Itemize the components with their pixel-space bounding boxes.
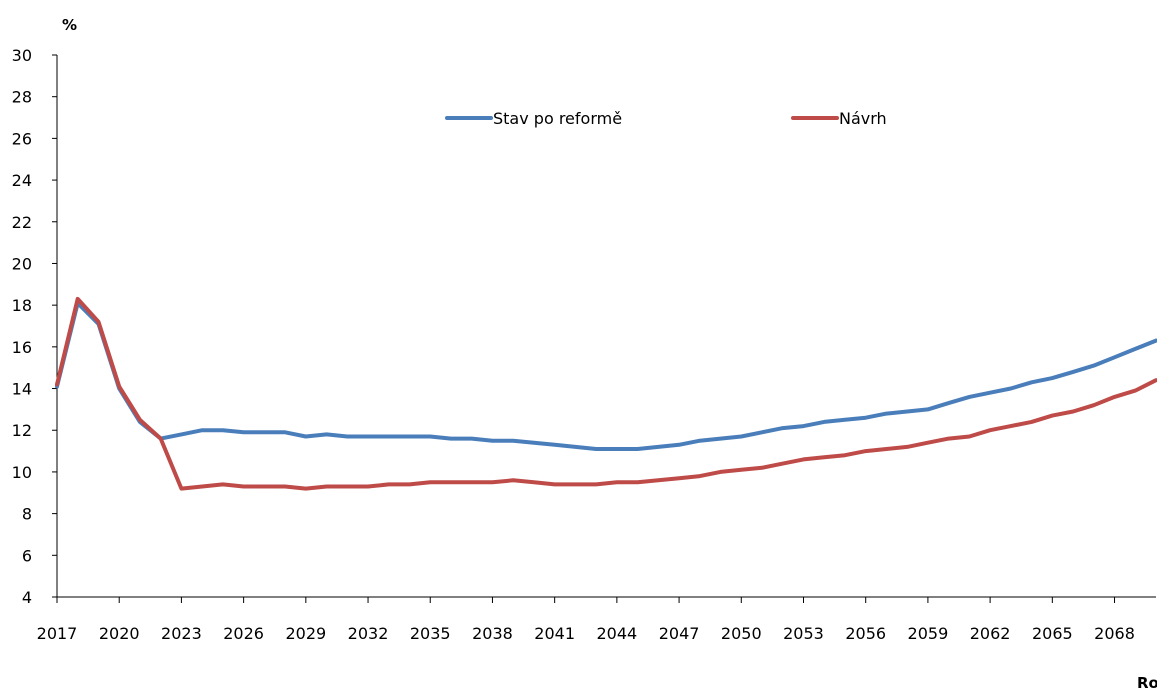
x-tick-label: 2044 [597,624,638,643]
y-tick-label: 24 [12,171,32,190]
y-axis-ticks: 4 6 8 10 12 14 16 18 20 22 24 26 28 30 [12,46,57,607]
x-tick-label: 2032 [348,624,389,643]
x-tick-label: 2035 [410,624,451,643]
series-lines [55,296,1157,491]
y-tick-label: 14 [12,380,32,399]
y-tick-label: 4 [22,588,32,607]
series-line-1 [55,301,1157,451]
x-tick-label: 2065 [1032,624,1073,643]
x-tick-label: 2059 [908,624,949,643]
y-tick-label: 18 [12,296,32,315]
x-tick-label: 2062 [970,624,1011,643]
x-tick-label: 2026 [223,624,264,643]
y-tick-label: 26 [12,129,32,148]
x-tick-label: 2056 [845,624,886,643]
x-tick-label: 2050 [721,624,762,643]
x-tick-label: 2047 [659,624,700,643]
x-tick-label: 2017 [37,624,78,643]
y-tick-label: 30 [12,46,32,65]
y-tick-label: 8 [22,505,32,524]
x-tick-label: 2041 [534,624,575,643]
y-tick-label: 16 [12,338,32,357]
x-tick-label: 2023 [161,624,202,643]
y-tick-label: 6 [22,546,32,565]
x-tick-label: 2068 [1094,624,1135,643]
x-tick-label: 2020 [99,624,140,643]
legend: Stav po reformě Návrh [445,109,887,128]
y-tick-label: 22 [12,213,32,232]
y-tick-label: 28 [12,88,32,107]
axes [56,55,1156,598]
x-axis-ticks: 2017 2020 2023 2026 2029 2032 2035 2038 2041 2044… [37,597,1135,643]
y-tick-label: 12 [12,421,32,440]
y-tick-label: 10 [12,463,32,482]
x-tick-label: 2053 [783,624,824,643]
y-tick-label: 20 [12,254,32,273]
y-axis-title: % [62,16,77,34]
x-tick-label: 2029 [285,624,326,643]
x-tick-label: 2038 [472,624,513,643]
legend-label: Stav po reformě [493,109,622,128]
series-line-2 [55,296,1157,491]
x-axis-title: Ro [1137,674,1157,691]
legend-label: Návrh [839,109,887,128]
